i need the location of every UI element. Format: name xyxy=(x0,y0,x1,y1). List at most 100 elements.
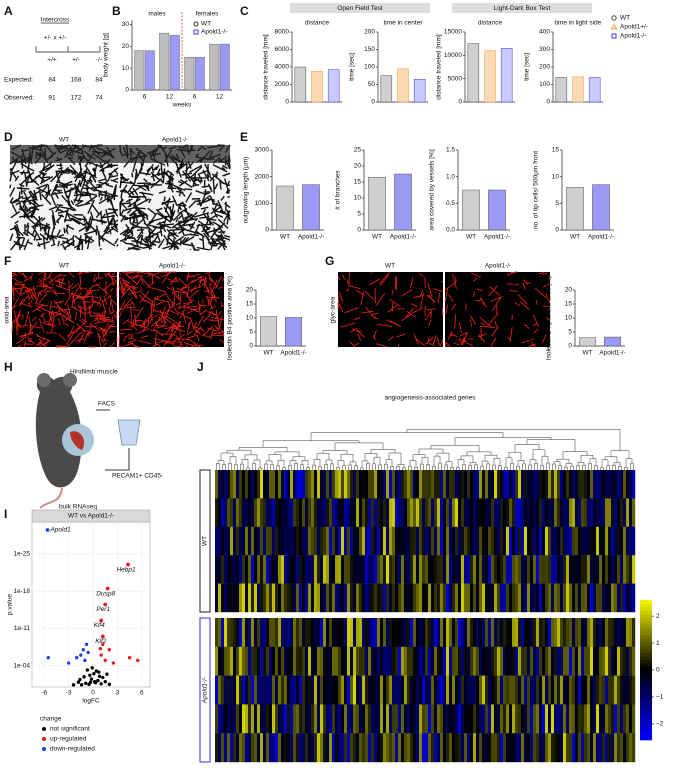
heatmap-cell xyxy=(554,583,558,613)
heatmap-cell xyxy=(584,733,588,763)
heatmap-cell xyxy=(290,646,294,676)
heatmap-cell xyxy=(329,733,333,763)
heatmap-cell xyxy=(440,704,444,734)
heatmap-cell xyxy=(515,618,519,647)
heatmap-cell xyxy=(275,583,279,613)
heatmap-cell xyxy=(587,498,591,527)
heatmap-cell xyxy=(602,498,606,527)
heatmap-cell xyxy=(536,733,540,763)
heatmap-cell xyxy=(239,583,243,613)
heatmap-cell xyxy=(350,618,354,647)
heatmap-cell xyxy=(467,646,471,676)
heatmap-cell xyxy=(545,675,549,705)
heatmap-cell xyxy=(518,583,522,613)
heatmap-cell xyxy=(413,583,417,613)
heatmap-cell xyxy=(458,583,462,613)
heatmap-cell xyxy=(371,470,375,499)
heatmap-cell xyxy=(392,704,396,734)
heatmap-cell xyxy=(374,733,378,763)
panel-label: I xyxy=(4,507,7,521)
heatmap-cell xyxy=(266,498,270,527)
heatmap-cell xyxy=(311,733,315,763)
heatmap-cell xyxy=(221,583,225,613)
heatmap-cell xyxy=(545,470,549,499)
heatmap-cell xyxy=(566,646,570,676)
heatmap-cell xyxy=(545,704,549,734)
heatmap-cell xyxy=(416,646,420,676)
heatmap-cell xyxy=(320,618,324,647)
test-header xyxy=(290,3,430,13)
heatmap-cell xyxy=(407,498,411,527)
heatmap-cell xyxy=(545,498,549,527)
legend-marker xyxy=(42,737,46,741)
heatmap-cell xyxy=(608,733,612,763)
heatmap-cell xyxy=(329,498,333,527)
heatmap-cell xyxy=(584,704,588,734)
heatmap-cell xyxy=(338,618,342,647)
heatmap-cell xyxy=(581,498,585,527)
heatmap-cell xyxy=(257,704,261,734)
heatmap-cell xyxy=(371,675,375,705)
heatmap-cell xyxy=(431,733,435,763)
heatmap-cell xyxy=(557,555,561,584)
heatmap-cell xyxy=(509,618,513,647)
heatmap-cell xyxy=(230,526,234,556)
gene-label: Hebp1 xyxy=(116,566,136,573)
heatmap-cell xyxy=(305,733,309,763)
heatmap-cell xyxy=(371,526,375,556)
point xyxy=(111,661,116,665)
colorbar-label: −2 xyxy=(656,721,664,728)
heatmap-cell xyxy=(275,704,279,734)
heatmap-cell xyxy=(440,583,444,613)
heatmap-cell xyxy=(308,704,312,734)
heatmap-cell xyxy=(242,498,246,527)
heatmap-cell xyxy=(374,646,378,676)
heatmap-cell xyxy=(419,618,423,647)
y-tick-label: 0 xyxy=(555,227,559,234)
heatmap-cell xyxy=(260,646,264,676)
heatmap-cell xyxy=(395,526,399,556)
heatmap-cell xyxy=(584,526,588,556)
heatmap-cell xyxy=(314,583,318,613)
heatmap-cell xyxy=(410,618,414,647)
heatmap-cell xyxy=(488,704,492,734)
heatmap-cell xyxy=(275,498,279,527)
heatmap-cell xyxy=(536,470,540,499)
heatmap-cell xyxy=(512,704,516,734)
heatmap-cell xyxy=(323,526,327,556)
heatmap-cell xyxy=(347,618,351,647)
heatmap-cell xyxy=(245,583,249,613)
heatmap-cell xyxy=(284,526,288,556)
heatmap-cell xyxy=(512,618,516,647)
heatmap-cell xyxy=(467,618,471,647)
heatmap-cell xyxy=(221,498,225,527)
heatmap-cell xyxy=(221,733,225,763)
heatmap-cell xyxy=(221,526,225,556)
heatmap-cell xyxy=(569,498,573,527)
heatmap-cell xyxy=(218,526,222,556)
heatmap-cell xyxy=(230,498,234,527)
heatmap-cell xyxy=(449,526,453,556)
heatmap-cell xyxy=(593,704,597,734)
heatmap-cell xyxy=(488,646,492,676)
heatmap-cell xyxy=(590,555,594,584)
heatmap-cell xyxy=(383,618,387,647)
heatmap-cell xyxy=(548,704,552,734)
heatmap-cell xyxy=(482,526,486,556)
heatmap-cell xyxy=(356,646,360,676)
point xyxy=(103,658,107,663)
heatmap-cell xyxy=(302,498,306,527)
heatmap-cell xyxy=(365,704,369,734)
heatmap-cell xyxy=(515,583,519,613)
heatmap-cell xyxy=(320,583,324,613)
y-tick-label: 20 xyxy=(565,287,573,294)
heatmap-cell xyxy=(491,704,495,734)
heatmap-cell xyxy=(380,555,384,584)
heatmap-cell xyxy=(488,555,492,584)
bar xyxy=(555,77,568,103)
bar xyxy=(194,56,205,91)
heatmap-cell xyxy=(563,675,567,705)
heatmap-cell xyxy=(323,470,327,499)
heatmap-cell xyxy=(614,470,618,499)
heatmap-cell xyxy=(512,675,516,705)
